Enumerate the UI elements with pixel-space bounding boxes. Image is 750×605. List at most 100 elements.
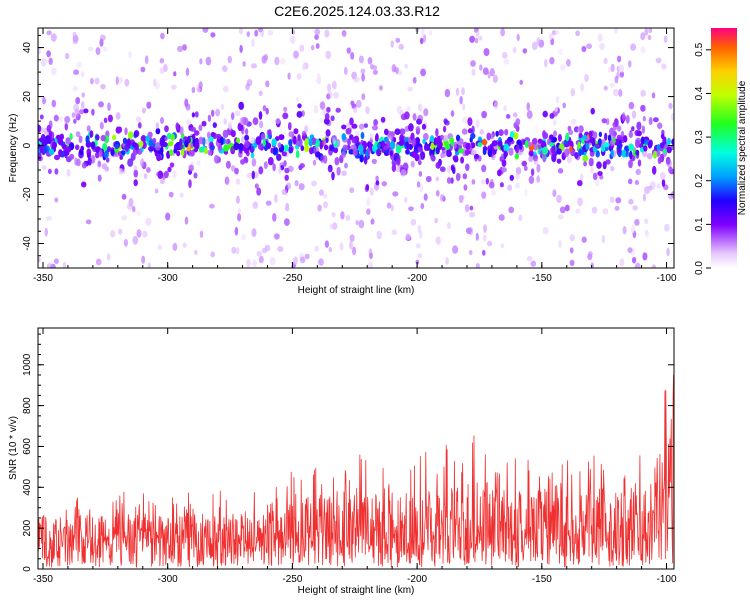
spectrogram-cell — [667, 137, 671, 145]
spectrogram-cell — [556, 148, 562, 155]
spectrogram-cell — [246, 31, 250, 37]
spectrogram-cell — [44, 227, 48, 237]
spectrogram-cell — [617, 55, 622, 63]
spectrogram-y-tick-label: 0 — [22, 142, 33, 148]
spectrogram-cell — [50, 33, 57, 42]
spectrogram-cell — [238, 28, 243, 35]
spectrogram-cell — [507, 136, 514, 143]
spectrogram-cell — [475, 119, 480, 128]
spectrogram-cell — [390, 140, 396, 150]
spectrogram-cell — [560, 64, 566, 72]
spectrogram-cell — [616, 134, 622, 141]
spectrogram-cell — [559, 206, 566, 214]
spectrogram-cell — [258, 255, 264, 264]
spectrogram-cell — [252, 201, 259, 209]
spectrogram-cell — [391, 164, 397, 172]
spectrogram-cell — [246, 259, 251, 268]
spectrogram-cell — [222, 129, 229, 138]
spectrogram-cell — [389, 150, 393, 157]
spectrogram-cell — [65, 137, 71, 145]
spectrogram-cell — [319, 101, 326, 110]
spectrogram-cell — [98, 101, 104, 108]
spectrogram-cell — [304, 253, 310, 260]
spectrogram-cell — [368, 248, 373, 255]
spectrogram-cell — [597, 33, 603, 42]
spectrogram-cell — [596, 161, 602, 169]
spectrogram-cell — [110, 230, 116, 238]
spectrogram-cell — [506, 114, 511, 119]
spectrogram-cell — [50, 67, 57, 76]
spectrogram-cell — [293, 50, 299, 59]
spectrogram-cell — [115, 112, 121, 120]
spectrogram-cell — [340, 211, 345, 220]
spectrogram-cell — [198, 136, 204, 145]
spectrogram-cell — [355, 220, 359, 226]
spectrogram-cell — [133, 169, 139, 178]
spectrogram-cell — [159, 58, 164, 64]
spectrogram-cell — [418, 171, 423, 177]
spectrogram-cell — [40, 134, 46, 142]
spectrogram-cell — [462, 173, 467, 180]
spectrogram-cell — [661, 63, 667, 70]
spectrogram-cell — [452, 166, 456, 174]
spectrogram-cell — [351, 71, 357, 80]
spectrogram-cell — [274, 194, 278, 203]
spectrogram-cell — [503, 59, 510, 65]
spectrogram-cell — [198, 124, 203, 131]
spectrogram-cell — [412, 113, 417, 121]
spectrogram-cell — [380, 116, 386, 123]
spectrogram-cell — [319, 189, 324, 196]
spectrogram-cell — [614, 118, 619, 128]
spectrogram-cell — [416, 118, 422, 125]
spectrogram-cell — [578, 125, 584, 133]
spectrogram-cell — [251, 170, 255, 180]
spectrogram-cell — [487, 240, 493, 247]
spectrogram-cell — [372, 69, 378, 75]
spectrogram-cell — [324, 240, 329, 248]
spectrogram-cell — [540, 140, 547, 149]
spectrogram-cell — [469, 35, 475, 43]
spectrogram-cell — [366, 208, 371, 215]
spectrogram-cell — [542, 146, 549, 155]
spectrogram-cell — [73, 69, 80, 75]
spectrogram-cell — [396, 69, 403, 75]
spectrogram-cell — [395, 37, 401, 43]
spectrogram-cell — [575, 208, 581, 214]
spectrogram-cell — [461, 87, 465, 96]
spectrogram-cell — [89, 130, 94, 138]
spectrogram-cell — [439, 166, 446, 172]
spectrogram-cell — [512, 112, 518, 118]
spectrogram-cell — [217, 144, 223, 152]
spectrogram-cell — [395, 37, 401, 43]
spectrogram-cell — [95, 258, 102, 266]
spectrogram-cell — [104, 166, 110, 172]
spectrogram-cell — [367, 57, 373, 65]
spectrogram-cell — [317, 204, 322, 212]
spectrogram-cell — [325, 129, 331, 137]
spectrogram-cell — [631, 225, 635, 234]
spectrogram-cell — [295, 150, 300, 159]
spectrogram-cell — [180, 148, 185, 157]
spectrogram-cell — [640, 136, 645, 145]
spectrogram-cell — [558, 168, 564, 174]
spectrogram-cell — [154, 188, 159, 194]
spectrogram-cell — [242, 117, 249, 126]
spectrogram-cell — [210, 131, 216, 138]
spectrogram-cell — [623, 135, 627, 142]
spectrogram-cell — [293, 50, 299, 59]
spectrogram-cell — [632, 257, 637, 264]
spectrogram-cell — [350, 52, 355, 60]
spectrogram-cell — [531, 41, 538, 51]
spectrogram-cell — [95, 47, 101, 56]
spectrogram-cell — [450, 140, 455, 146]
spectrogram-x-tick-label: -250 — [282, 273, 302, 284]
spectrogram-cell — [224, 139, 228, 145]
spectrogram-cell — [622, 226, 627, 235]
spectrogram-x-tick-label: -300 — [158, 273, 178, 284]
spectrogram-cell — [463, 184, 468, 191]
spectrogram-cell — [503, 105, 507, 112]
spectrogram-cell — [589, 137, 596, 144]
spectrogram-cell — [346, 47, 351, 54]
spectrogram-cell — [297, 134, 301, 142]
spectrogram-cell — [640, 89, 646, 97]
